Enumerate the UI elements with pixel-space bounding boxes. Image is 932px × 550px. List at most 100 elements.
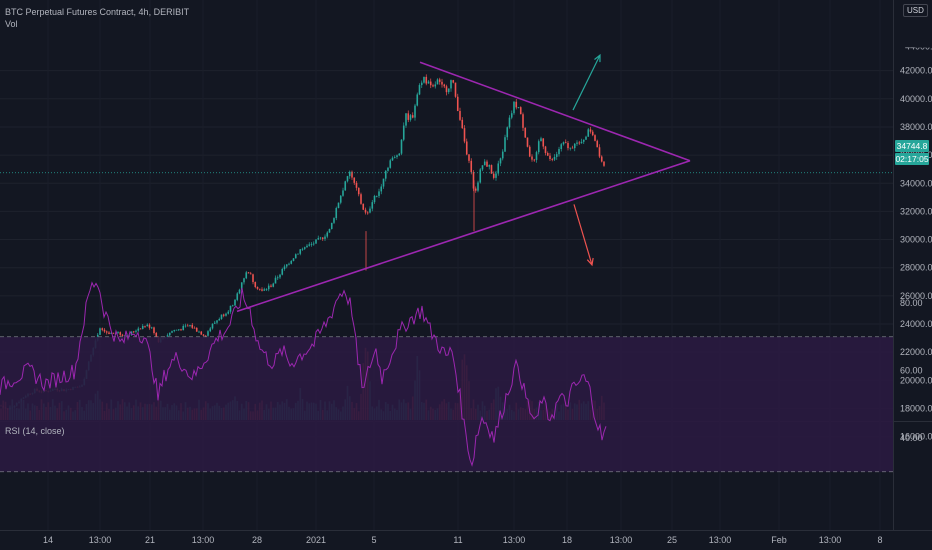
candle-body [495, 173, 497, 178]
candle-body [587, 129, 590, 137]
candle-body [324, 236, 326, 239]
candle-body [213, 322, 216, 324]
candle-body [306, 245, 308, 248]
candle-body [240, 282, 243, 290]
price-tick-label: 30000.00 [900, 235, 932, 245]
rsi-tick-label: 80.00 [900, 298, 923, 308]
candle-body [222, 314, 225, 316]
candle-body [479, 169, 482, 183]
price-tick-label: 40000.00 [900, 94, 932, 104]
candle-body [261, 289, 263, 291]
candle-body [459, 110, 461, 120]
candle-body [312, 243, 315, 245]
candle-body [425, 76, 428, 84]
last-price-tag: 34744.8 [895, 140, 929, 152]
currency-badge[interactable]: USD [903, 4, 928, 17]
candle-body [337, 202, 340, 209]
candle-body [366, 212, 369, 214]
time-tick-label: 13:00 [610, 535, 633, 545]
candle-body [234, 299, 236, 306]
candle-body [267, 285, 270, 290]
candle-body [225, 313, 227, 316]
candle-body [119, 332, 122, 335]
time-tick-label: 13:00 [503, 535, 526, 545]
candle-body [474, 188, 477, 191]
candle-body [528, 146, 531, 157]
candle-body [148, 324, 151, 328]
candle-body [249, 273, 252, 275]
candle-body [535, 152, 538, 160]
candle-body [168, 332, 171, 336]
time-tick-label: 18 [562, 535, 572, 545]
candle-body [578, 142, 581, 144]
candle-body [396, 155, 398, 157]
candle-body [258, 288, 261, 290]
candle-body [501, 151, 504, 159]
candle-body [198, 331, 200, 333]
candle-body [108, 332, 110, 334]
candle-body [600, 156, 603, 162]
candle-body [117, 332, 119, 334]
candle-body [279, 274, 281, 278]
candle-body [330, 222, 333, 229]
time-tick-label: 28 [252, 535, 262, 545]
candle-body [589, 129, 592, 132]
candle-body [276, 277, 279, 279]
symbol-legend: BTC Perpetual Futures Contract, 4h, DERI… [5, 7, 190, 17]
candle-body [155, 332, 158, 337]
candle-body [402, 125, 405, 140]
candle-body [294, 254, 297, 259]
candle-body [184, 325, 187, 327]
candle-body [571, 147, 574, 149]
candle-body [274, 277, 277, 284]
candle-body [506, 127, 509, 138]
candle-body [326, 232, 329, 237]
candle-body [434, 84, 437, 87]
price-tick-label: 38000.00 [900, 122, 932, 132]
candle-body [598, 147, 601, 157]
candle-body [567, 142, 569, 149]
candle-body [173, 330, 176, 332]
candle-body [371, 202, 374, 209]
time-tick-label: 13:00 [819, 535, 842, 545]
candle-body [465, 141, 468, 155]
candle-body [551, 158, 554, 160]
candle-body [333, 218, 335, 223]
time-tick-label: 14 [43, 535, 53, 545]
candle-body [477, 182, 479, 191]
candle-body [454, 82, 457, 97]
candle-body [540, 138, 542, 142]
candle-body [488, 165, 491, 167]
candle-body [135, 330, 137, 332]
candle-body [573, 143, 576, 149]
candle-body [373, 195, 376, 203]
candle-body [238, 289, 241, 294]
candle-body [141, 325, 144, 329]
candle-body [423, 76, 425, 83]
price-tick-label: 42000.00 [900, 66, 932, 76]
candle-body [470, 160, 473, 173]
candle-body [504, 137, 506, 152]
time-tick-label: 25 [667, 535, 677, 545]
candle-body [229, 305, 232, 312]
candle-body [407, 113, 410, 120]
candle-body [531, 156, 533, 160]
candle-body [216, 320, 218, 323]
candle-body [139, 328, 142, 330]
candle-body [220, 314, 223, 319]
candle-body [245, 272, 248, 279]
candle-body [202, 334, 205, 336]
candle-body [429, 81, 432, 86]
candle-body [443, 84, 446, 87]
candle-body [256, 286, 259, 289]
candle-body [380, 186, 383, 192]
candle-body [461, 119, 464, 129]
candle-body [292, 258, 295, 261]
candle-body [499, 158, 502, 164]
time-tick-label: 11 [453, 535, 462, 545]
candle-body [483, 161, 486, 166]
candle-body [200, 331, 203, 335]
candle-body [463, 128, 466, 142]
candle-body [405, 113, 407, 126]
